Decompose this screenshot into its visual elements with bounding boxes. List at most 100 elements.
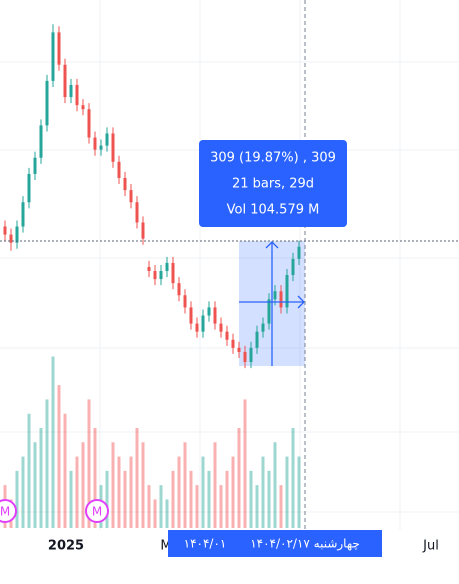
volume-bar — [21, 456, 25, 528]
candle-body — [165, 262, 169, 272]
volume-bar — [267, 470, 271, 528]
candle-body — [135, 202, 139, 223]
candle-body — [213, 307, 217, 324]
candle-body — [279, 291, 283, 308]
volume-bar — [231, 456, 235, 528]
candle-body — [249, 347, 253, 363]
candle-body — [231, 339, 235, 348]
volume-bar — [87, 399, 91, 528]
candle-body — [153, 271, 157, 280]
candle-body — [285, 275, 289, 308]
candle-body — [3, 226, 7, 235]
candle-body — [141, 222, 145, 239]
volume-bar — [129, 456, 133, 528]
volume-bar — [81, 442, 85, 528]
volume-bar — [195, 485, 199, 528]
measure-tooltip: 309 (19.87%) , 309 21 bars, 29d Vol 104.… — [199, 140, 347, 227]
crosshair-date-box — [168, 530, 382, 557]
volume-bar — [177, 456, 181, 528]
volume-bar — [207, 470, 211, 528]
volume-bar — [165, 499, 169, 528]
candle-body — [15, 226, 19, 243]
candle-body — [57, 32, 61, 65]
candle-body — [243, 351, 247, 363]
volume-bar — [45, 399, 49, 528]
candle-body — [69, 84, 73, 98]
candle-body — [291, 258, 295, 276]
candle-body — [111, 133, 115, 162]
volume-bar — [213, 442, 217, 528]
volume-bar — [201, 456, 205, 528]
candle-body — [51, 32, 55, 81]
volume-bar — [147, 485, 151, 528]
candle-body — [183, 295, 187, 308]
volume-bar — [273, 442, 277, 528]
volume-bar — [171, 470, 175, 528]
candle-body — [105, 133, 109, 146]
candle-body — [21, 202, 25, 227]
volume-layer — [3, 356, 301, 528]
candle-body — [147, 266, 151, 272]
x-tick-label: Jul — [422, 539, 439, 554]
candle-body — [87, 109, 91, 138]
volume-bar — [261, 456, 265, 528]
candle-body — [297, 246, 301, 259]
volume-bar — [33, 442, 37, 528]
candle-body — [261, 323, 265, 332]
candle-body — [45, 80, 49, 126]
tooltip-volume: Vol 104.579 M — [227, 203, 320, 218]
marker-label: M — [0, 505, 10, 519]
candle-body — [195, 323, 199, 332]
tooltip-box — [199, 140, 347, 227]
candle-body — [117, 161, 121, 178]
candle-body — [237, 347, 241, 352]
volume-bar — [39, 428, 43, 528]
volume-bar — [297, 456, 301, 528]
marker-circle — [0, 499, 17, 523]
volume-bar — [189, 470, 193, 528]
volume-bar — [117, 456, 121, 528]
volume-bar — [249, 470, 253, 528]
volume-bar — [153, 499, 157, 528]
volume-bar — [123, 470, 127, 528]
candle-body — [207, 307, 211, 316]
volume-bar — [111, 442, 115, 528]
candle-body — [39, 125, 43, 158]
candle-layer — [3, 24, 301, 369]
candle-body — [177, 283, 181, 296]
candle-body — [219, 323, 223, 332]
volume-bar — [93, 428, 97, 528]
volume-bar — [285, 456, 289, 528]
candle-body — [255, 331, 259, 348]
volume-bar — [183, 442, 187, 528]
x-tick-label: 2025 — [48, 539, 84, 554]
candle-body — [27, 173, 31, 203]
candle-body — [93, 137, 97, 150]
volume-bar — [75, 456, 79, 528]
volume-bar — [225, 470, 229, 528]
event-markers: M M — [0, 499, 109, 523]
volume-bar — [141, 442, 145, 528]
candle-body — [201, 315, 205, 332]
marker-label: M — [92, 505, 102, 519]
volume-bar — [279, 485, 283, 528]
volume-bar — [159, 485, 163, 528]
x-tick-label: M — [160, 539, 171, 554]
candle-body — [99, 145, 103, 150]
measure-arrows — [239, 241, 305, 366]
volume-bar — [105, 470, 109, 528]
candle-body — [189, 307, 193, 324]
tooltip-change: 309 (19.87%) , 309 — [210, 151, 336, 166]
volume-bar — [135, 428, 139, 528]
volume-bar — [69, 470, 73, 528]
crosshair-date-label: چهارشنبه ۱۴۰۴/۰۲/۱۷ — [250, 537, 360, 552]
marker-circle — [85, 499, 109, 523]
grid — [0, 0, 459, 530]
candle-body — [123, 177, 127, 191]
volume-bar — [237, 428, 241, 528]
previous-date-label: ۱۴۰۴/۰۱ — [184, 537, 227, 551]
volume-bar — [27, 413, 31, 528]
volume-bar — [255, 485, 259, 528]
